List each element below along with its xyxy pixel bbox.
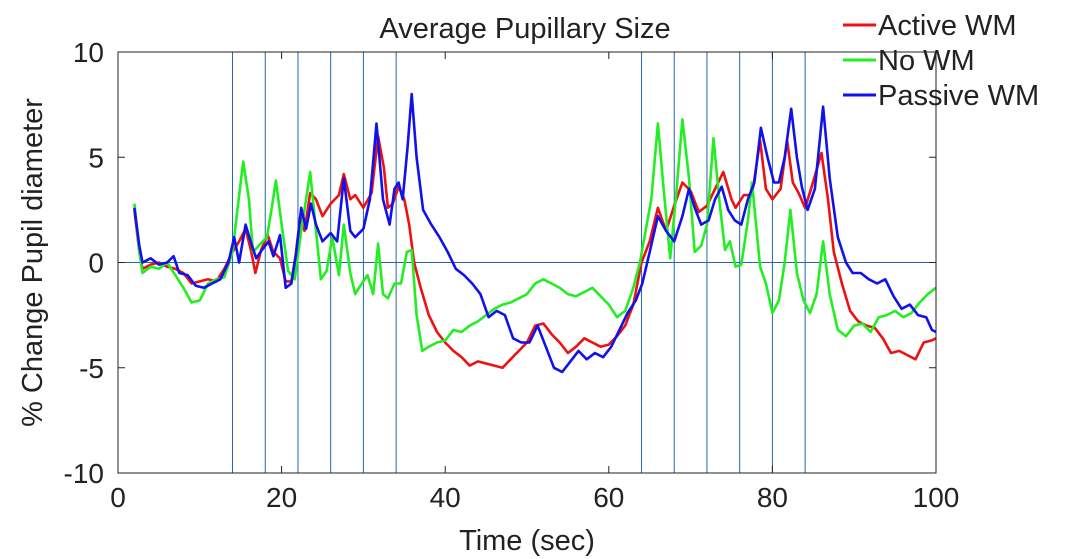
y-tick-label: 5 <box>88 142 104 173</box>
chart-title: Average Pupillary Size <box>379 13 670 45</box>
x-tick-label: 0 <box>110 482 126 513</box>
y-tick-label: 10 <box>73 37 104 68</box>
x-tick-label: 20 <box>266 482 297 513</box>
legend-label: No WM <box>878 45 975 77</box>
x-tick-label: 80 <box>757 482 788 513</box>
y-tick-label: 0 <box>88 248 104 279</box>
x-axis-ticks: 0 20 40 60 80 100 <box>110 52 959 513</box>
series-line-passive-wm <box>133 92 937 374</box>
x-tick-label: 100 <box>913 482 960 513</box>
plot-area: 0 20 40 60 80 100 -10 -5 0 5 10 <box>64 37 960 513</box>
legend-label: Passive WM <box>878 80 1039 112</box>
y-tick-label: -5 <box>79 353 104 384</box>
series-lines <box>133 92 937 374</box>
x-tick-label: 60 <box>593 482 624 513</box>
legend-label: Active WM <box>878 10 1017 42</box>
series-line-no-wm <box>133 118 937 353</box>
x-axis-label: Time (sec) <box>459 525 595 557</box>
y-axis-ticks: -10 -5 0 5 10 <box>64 37 936 489</box>
y-tick-label: -10 <box>64 458 104 489</box>
series-line-active-wm <box>133 134 937 370</box>
x-tick-label: 40 <box>430 482 461 513</box>
y-axis-label: % Change Pupil diameter <box>17 98 49 427</box>
